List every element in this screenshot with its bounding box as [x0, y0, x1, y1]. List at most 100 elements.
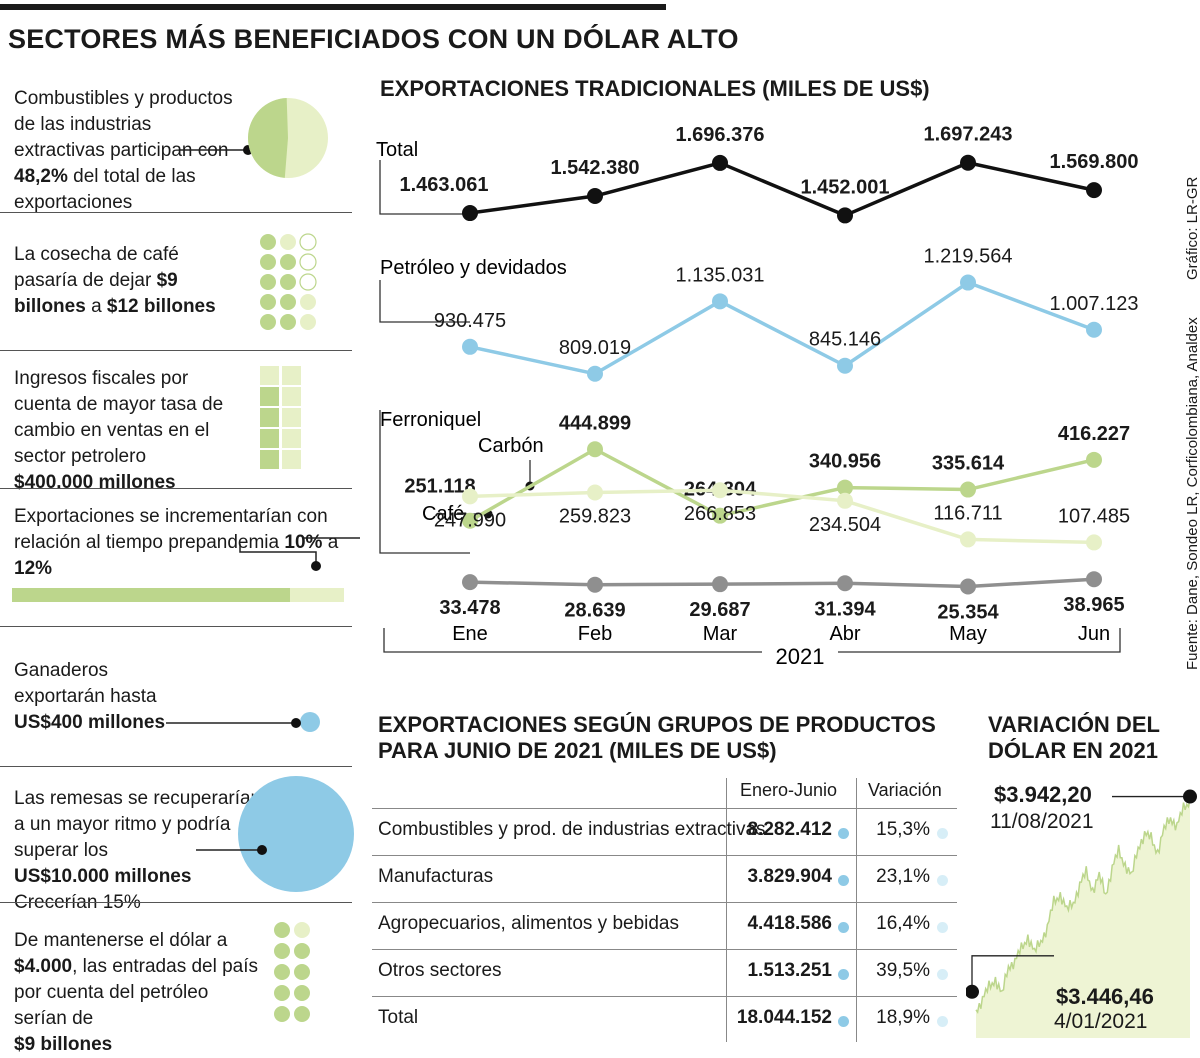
value-dot [300, 712, 320, 732]
table-vline [856, 778, 857, 1042]
series-line-ferroniquel [469, 577, 1095, 589]
dollar-chart [966, 789, 1197, 1038]
marker-10 [311, 561, 321, 571]
oil-dot [294, 922, 310, 938]
block-highlight: US$400 millones [14, 712, 166, 733]
coffee-dot [299, 253, 317, 271]
value-dot [838, 1016, 849, 1027]
row-value: 4.418.586 [747, 913, 832, 934]
data-label-petroleo: 1.135.031 [676, 264, 765, 286]
fiscal-block [282, 408, 301, 427]
value-dot [838, 969, 849, 980]
row-value: 3.829.904 [747, 866, 832, 887]
table-row: Combustibles y prod. de industrias extra… [372, 808, 957, 855]
data-label-cafe: 234.504 [809, 514, 881, 536]
oil-dots-icon [274, 922, 310, 1022]
block-text: Ganaderos exportarán hasta [14, 660, 157, 707]
coffee-dot [300, 294, 316, 310]
data-point-ferroniquel [960, 578, 976, 595]
fiscal-block [282, 387, 301, 406]
divider [0, 212, 352, 213]
data-label-total: 1.463.061 [400, 174, 489, 196]
block-text-mid: a [85, 296, 107, 317]
end-marker [1183, 789, 1197, 804]
series-line-carbon [469, 447, 1095, 523]
fiscal-block [282, 450, 301, 469]
row-value: 18.044.152 [736, 1007, 832, 1028]
data-point-cafe [1086, 534, 1102, 551]
data-label-petroleo: 930.475 [434, 310, 506, 332]
data-label-petroleo: 1.007.123 [1050, 293, 1139, 315]
fiscal-block [260, 429, 279, 448]
fiscal-block [260, 450, 279, 469]
divider [0, 626, 352, 627]
panel-bracket [379, 410, 470, 554]
data-label-cafe: 259.823 [559, 506, 631, 528]
value-dot [838, 828, 849, 839]
data-label-petroleo: 809.019 [559, 337, 631, 359]
row-name: Combustibles y prod. de industrias extra… [378, 819, 766, 840]
divider [0, 488, 352, 489]
row-variation: 15,3% [876, 819, 930, 840]
title-rule [0, 4, 666, 10]
coffee-dot [280, 234, 296, 250]
table-col-var: Variación [868, 780, 942, 800]
row-variation: 16,4% [876, 913, 930, 934]
bar-increment [290, 588, 344, 602]
data-point-total [1086, 182, 1102, 199]
block-text: De mantenerse el dólar a [14, 930, 228, 951]
block-text: Las remesas se recuperarían a un mayor r… [14, 788, 262, 861]
data-label-petroleo: 845.146 [809, 329, 881, 351]
data-point-petroleo [712, 293, 728, 310]
leader-line-10 [239, 544, 317, 566]
block-highlight-2: 12% [14, 558, 53, 579]
block-highlight-2: $9 billones [14, 1034, 113, 1055]
data-point-total [960, 154, 976, 171]
data-point-petroleo [587, 365, 603, 382]
value-dot [838, 875, 849, 886]
data-point-carbon [712, 507, 728, 524]
series-label-total: Total [376, 139, 418, 161]
data-label-carbon: 340.956 [809, 451, 881, 473]
x-axis-title: 2021 [776, 644, 825, 669]
coffee-dot [260, 314, 276, 330]
dollar-chart-title: VARIACIÓN DEL DÓLAR EN 2021 [988, 712, 1160, 763]
dollar-line [975, 799, 1191, 1015]
coffee-dot [280, 314, 296, 330]
data-point-petroleo [1086, 321, 1102, 338]
oil-dot [274, 1006, 290, 1022]
sidebar-block-cafe: La cosecha de café pasaría de dejar $9 b… [14, 242, 236, 320]
year-label-bg [762, 642, 838, 666]
block-text-mid: , las entradas del país por cuenta del p… [14, 956, 259, 1029]
series-label-cafe: Café [422, 503, 464, 525]
fiscal-block [260, 366, 279, 385]
divider [0, 350, 352, 351]
coffee-dot [280, 294, 296, 310]
data-label-ferroniquel: 25.354 [937, 601, 999, 623]
oil-dot [274, 985, 290, 1001]
fiscal-block [282, 366, 301, 385]
sidebar-block-fiscal: Ingresos fiscales por cuenta de mayor ta… [14, 366, 244, 496]
x-tick-label: May [949, 623, 987, 645]
data-label-ferroniquel: 29.687 [689, 599, 750, 621]
coffee-dot [299, 233, 317, 251]
series-label-ferroniquel: Ferroniquel [380, 409, 481, 431]
variation-dot [937, 875, 948, 886]
row-name: Manufacturas [378, 866, 494, 887]
x-tick-label: Feb [578, 623, 612, 645]
row-variation: 18,9% [876, 1007, 930, 1028]
sidebar-block-petroleo: De mantenerse el dólar a $4.000, las ent… [14, 928, 264, 1058]
data-label-cafe: 116.711 [933, 502, 1002, 524]
data-label-carbon: 416.227 [1058, 423, 1130, 445]
row-variation: 39,5% [876, 960, 930, 981]
oil-dot [294, 943, 310, 959]
variation-dot [937, 828, 948, 839]
coffee-dot [260, 294, 276, 310]
data-point-ferroniquel [1086, 571, 1102, 588]
block-text: Ingresos fiscales por cuenta de mayor ta… [14, 368, 224, 467]
data-label-carbon: 335.614 [932, 453, 1005, 475]
data-label-ferroniquel: 28.639 [564, 600, 625, 622]
data-point-ferroniquel [712, 576, 728, 593]
data-label-cafe: 266.853 [684, 503, 756, 525]
leader-dot [257, 845, 267, 855]
